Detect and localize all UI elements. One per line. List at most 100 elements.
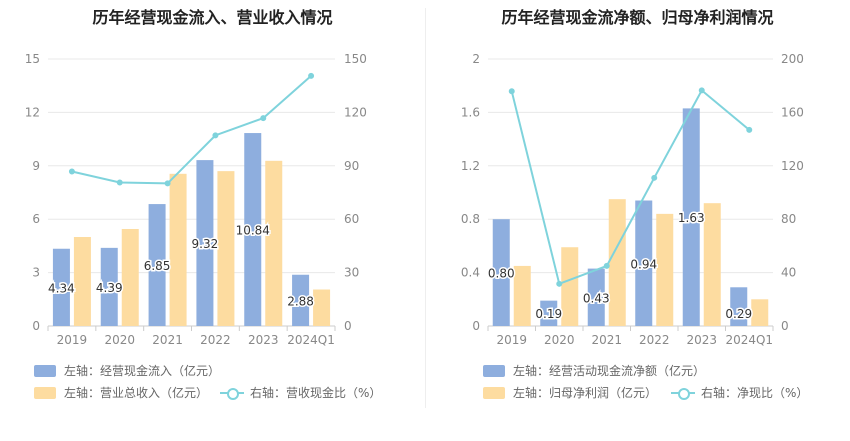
line-point [116, 179, 123, 186]
line-point [746, 126, 753, 133]
line-point [212, 132, 219, 139]
bar-data-label: 0.29 [725, 307, 752, 321]
y-left-tick-label: 1.2 [461, 159, 480, 173]
bar-secondary [169, 173, 187, 326]
bar-secondary [513, 265, 531, 326]
legend-item-ratio[interactable]: 右轴：营收现金比（%） [220, 384, 381, 401]
bar-primary [682, 108, 700, 327]
bar-secondary [703, 203, 721, 326]
chart-svg: 0 0 3 30 6 60 9 90 12 120 15 150 2019 2020 2021 2022 202… [25, 52, 367, 347]
bar-data-label: 0.94 [630, 257, 657, 271]
x-tick-label: 2022 [200, 333, 231, 347]
bar-secondary [121, 228, 139, 326]
x-tick-label: 2021 [591, 333, 622, 347]
y-right-tick-label: 30 [344, 266, 359, 280]
y-right-tick-label: 90 [344, 159, 359, 173]
bar-primary [730, 287, 748, 326]
y-left-tick-label: 0 [472, 319, 480, 333]
y-left-tick-label: 15 [25, 52, 40, 66]
bar-secondary [217, 171, 235, 326]
legend-swatch-blue [483, 364, 505, 377]
legend-item-net-ratio[interactable]: 右轴：净现比（%） [671, 384, 808, 401]
x-tick-label: 2024Q1 [287, 333, 335, 347]
y-left-tick-label: 3 [32, 266, 40, 280]
x-tick-label: 2022 [639, 333, 670, 347]
bar-primary [52, 248, 70, 326]
bar-secondary [73, 237, 91, 326]
line-point [508, 88, 515, 95]
legend-label: 左轴：归母净利润（亿元） [513, 386, 658, 400]
legend-label: 右轴：营收现金比（%） [250, 386, 382, 400]
line-point [164, 180, 171, 187]
y-right-tick-label: 120 [344, 105, 367, 119]
panel-divider [425, 8, 426, 408]
legend-swatch-yellow [483, 386, 505, 399]
line-point [698, 87, 705, 94]
x-tick-label: 2020 [544, 333, 575, 347]
bar-primary [196, 160, 214, 326]
bar-data-label: 1.63 [678, 211, 705, 225]
chart-title: 历年经营现金流净额、归母净利润情况 [501, 8, 774, 27]
y-left-tick-label: 6 [32, 212, 40, 226]
legend-item-net-cash[interactable]: 左轴：经营活动现金流净额（亿元） [483, 362, 705, 379]
bar-data-label: 2.88 [287, 294, 314, 308]
chart-title: 历年经营现金流入、营业收入情况 [92, 8, 333, 27]
legend-swatch-line [671, 387, 695, 400]
bar-data-label: 4.34 [48, 281, 75, 295]
bar-primary [635, 200, 653, 326]
x-tick-label: 2023 [686, 333, 717, 347]
line-point [556, 280, 563, 287]
bar-secondary [313, 289, 331, 326]
y-right-tick-label: 160 [781, 105, 804, 119]
line-series [510, 88, 750, 286]
y-right-tick-label: 40 [781, 266, 796, 280]
legend-item-net-profit[interactable]: 左轴：归母净利润（亿元） [483, 384, 657, 401]
y-right-tick-label: 0 [344, 319, 352, 333]
bar-secondary [265, 160, 283, 326]
line-point [651, 174, 658, 181]
bar-data-label: 9.32 [192, 237, 219, 251]
y-right-tick-label: 150 [344, 52, 367, 66]
x-tick-label: 2019 [496, 333, 527, 347]
x-tick-label: 2019 [57, 333, 88, 347]
y-left-tick-label: 12 [25, 105, 40, 119]
bar-secondary [751, 299, 769, 326]
y-left-tick-label: 0.4 [461, 266, 480, 280]
x-tick-label: 2023 [248, 333, 279, 347]
y-left-tick-label: 0.8 [461, 212, 480, 226]
legend-swatch-line [220, 387, 244, 400]
y-left-tick-label: 1.6 [461, 105, 480, 119]
bar-data-label: 0.80 [488, 267, 515, 281]
legend-label: 左轴：经营现金流入（亿元） [64, 364, 221, 378]
bar-primary [540, 300, 558, 326]
bar-primary [100, 247, 118, 326]
line-point [603, 262, 610, 269]
chart-panel-net-cash: 历年经营现金流净额、归母净利润情况 0 0 0.4 40 0.8 80 1.2 120 1.6 1… [425, 0, 850, 437]
line-point [68, 168, 75, 175]
chart-panel-cash-inflow: 历年经营现金流入、营业收入情况 0 0 3 30 6 60 9 90 12 120 15 150 201… [0, 0, 425, 437]
y-right-tick-label: 200 [781, 52, 804, 66]
bar-secondary [561, 247, 579, 326]
line-point [260, 115, 267, 122]
bar-data-label: 6.85 [144, 259, 171, 273]
legend-label: 左轴：经营活动现金流净额（亿元） [513, 364, 706, 378]
bar-primary [292, 274, 310, 326]
bar-data-label: 0.43 [583, 291, 610, 305]
bar-data-label: 4.39 [96, 281, 123, 295]
y-right-tick-label: 120 [781, 159, 804, 173]
bar-data-label: 10.84 [236, 224, 270, 238]
y-left-tick-label: 0 [32, 319, 40, 333]
bar-secondary [656, 213, 674, 326]
bar-data-label: 0.19 [535, 307, 562, 321]
x-tick-label: 2021 [152, 333, 183, 347]
legend-swatch-yellow [34, 386, 56, 399]
bar-primary [587, 268, 605, 326]
bar-primary [244, 133, 262, 326]
legend-item-revenue[interactable]: 左轴：营业总收入（亿元） [34, 384, 208, 401]
y-left-tick-label: 2 [472, 52, 480, 66]
y-right-tick-label: 0 [781, 319, 789, 333]
legend-item-inflow[interactable]: 左轴：经营现金流入（亿元） [34, 362, 220, 379]
bar-primary [148, 204, 166, 326]
chart-svg: 0 0 0.4 40 0.8 80 1.2 120 1.6 160 2 200 2019 2020 2021… [461, 52, 804, 347]
y-left-tick-label: 9 [32, 159, 40, 173]
